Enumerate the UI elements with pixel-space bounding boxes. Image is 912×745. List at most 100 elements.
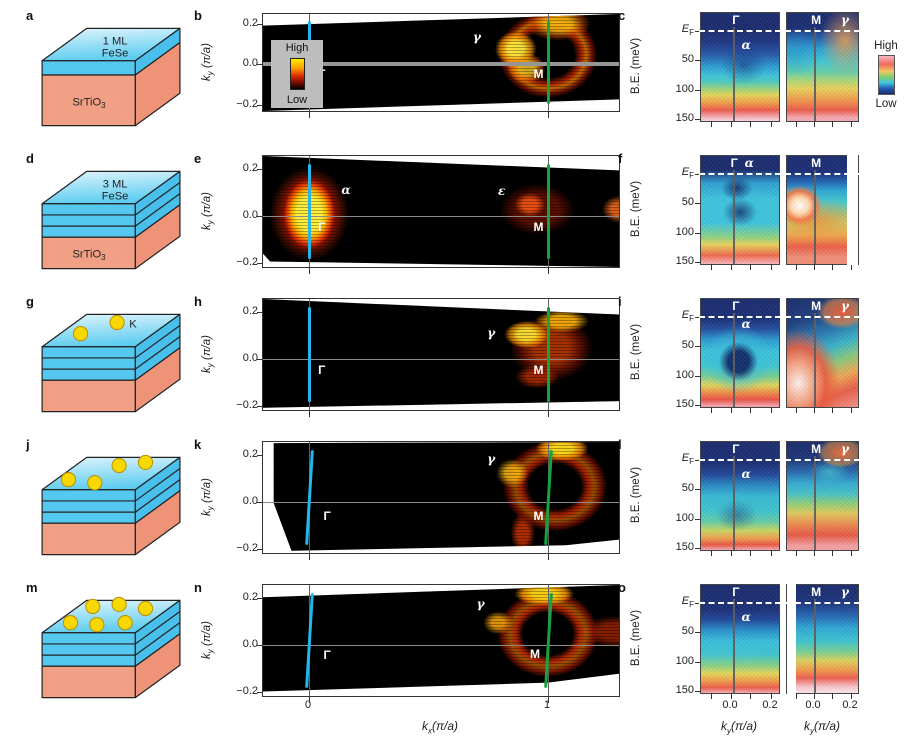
cut-left-x-tick-0: 0.0 <box>722 699 738 711</box>
colorbar-high-label: High <box>874 40 898 52</box>
gamma-pocket-label: γ <box>487 451 496 466</box>
gamma-point-label: Γ <box>318 220 326 235</box>
map-y-axis-label: ky (π/a) <box>200 335 216 373</box>
potassium-dots <box>60 454 154 491</box>
panel-letter-h: h <box>194 294 202 309</box>
substrate-label: SrTiO3 <box>73 96 107 110</box>
unmeasured-region <box>787 584 797 694</box>
ef-label: EF <box>681 166 694 181</box>
gamma-point-label: Γ <box>323 648 331 663</box>
energy-cut-gamma: Γ α <box>695 12 781 127</box>
panel-letter-f: f <box>618 151 623 166</box>
m-point-label: M <box>530 647 540 662</box>
be-ticks: EF 50 100 150 <box>675 452 694 553</box>
map-y-ticks: 0.2 0.0 −0.2 <box>236 16 258 111</box>
fermi-map-data <box>263 156 619 267</box>
ef-label: EF <box>681 23 694 38</box>
fermi-surface-map-k: Γ M γ <box>257 441 620 560</box>
jet-colorbar <box>877 55 895 95</box>
map-y-ticks: 0.2 0.0 −0.2 <box>236 448 258 554</box>
cut-right-x-tick-0: 0.0 <box>805 699 821 711</box>
film-label-line1: 1 ML <box>103 36 128 48</box>
gamma-cut-marker <box>308 306 312 403</box>
figure-row-2: d 3 ML FeSe SrTiO3 e ky (π/a) 0.2 0.0 −0… <box>0 151 912 294</box>
panel-letter-b: b <box>194 8 202 23</box>
energy-cut-m: M γ <box>785 441 860 556</box>
fermi-map-data <box>263 585 619 692</box>
ef-label: EF <box>681 452 694 467</box>
unmeasured-region <box>847 155 858 265</box>
be-axis-label: B.E. (meV) <box>630 323 642 381</box>
fermi-surface-map-b: Γ M γ High Low <box>257 13 620 118</box>
sample-schematic-1ml: 1 ML FeSe SrTiO3 <box>41 27 181 127</box>
panel-letter-k: k <box>194 437 202 452</box>
m-cut-marker <box>546 163 550 260</box>
alpha-band-label: α <box>741 37 751 52</box>
map-y-ticks: 0.2 0.0 −0.2 <box>236 591 258 697</box>
panel-letter-l: l <box>618 437 622 452</box>
energy-cut-gamma: Γ α <box>695 584 781 699</box>
m-point-label: M <box>533 220 544 235</box>
panel-letter-a: a <box>26 8 34 23</box>
cut-right-x-axis-label: ky(π/a) <box>803 719 841 736</box>
m-cut-marker <box>546 20 550 105</box>
fermi-level-line <box>699 30 781 33</box>
cut-right-x-tick-1: 0.2 <box>842 699 858 711</box>
energy-cut-m: M γ <box>785 12 860 127</box>
gamma-point-label: Γ <box>323 508 331 523</box>
map-y-ticks: 0.2 0.0 −0.2 <box>236 162 258 268</box>
be-ticks: EF 50 100 150 <box>675 595 694 696</box>
energy-cut-gamma: Γ α <box>695 155 781 270</box>
energy-cut-m: M <box>785 155 860 270</box>
potassium-dots <box>62 596 154 633</box>
cut-left-x-axis-label: ky(π/a) <box>720 719 758 736</box>
hot-colorbar <box>289 58 305 90</box>
gamma-pocket-label: γ <box>473 29 481 44</box>
be-ticks: EF 50 100 150 <box>675 309 694 410</box>
figure-row-4: j k ky (π/a) 0.2 0.0 −0.2 Γ M γ l <box>0 437 912 580</box>
potassium-label: K <box>129 319 137 331</box>
panel-letter-j: j <box>26 437 30 452</box>
m-point-label: M <box>533 363 544 378</box>
map-y-axis-label: ky (π/a) <box>200 43 216 81</box>
panel-letter-n: n <box>194 580 202 595</box>
m-point-label: M <box>533 67 544 82</box>
panel-letter-c: c <box>618 8 626 23</box>
substrate-label: SrTiO3 <box>73 248 107 262</box>
be-axis-label: B.E. (meV) <box>630 466 642 524</box>
energy-cut-m: M γ <box>785 298 860 413</box>
cut-left-x-tick-1: 0.2 <box>762 699 778 711</box>
m-point-label: M <box>533 508 544 523</box>
map-y-axis-label: ky (π/a) <box>200 192 216 230</box>
fermi-map-data <box>263 299 619 408</box>
map-x-tick-0: 0 <box>304 699 312 711</box>
map-x-tick-1: 1 <box>543 699 551 711</box>
panel-letter-m: m <box>26 580 38 595</box>
be-axis-label: B.E. (meV) <box>630 37 642 95</box>
cut-colorbar: High Low <box>866 40 906 110</box>
sample-schematic-k-dosed-1: K <box>41 313 181 413</box>
be-ticks: EF 50 100 150 <box>675 166 694 267</box>
map-y-ticks: 0.2 0.0 −0.2 <box>236 305 258 411</box>
sample-schematic-k-dosed-3 <box>41 596 181 699</box>
colorbar-low-label: Low <box>875 98 897 110</box>
colorbar-high-label: High <box>285 42 309 54</box>
be-ticks: EF 50 100 150 <box>675 23 694 124</box>
energy-cut-gamma: Γ α <box>695 298 781 413</box>
epsilon-pocket-label: ε <box>497 183 506 198</box>
alpha-pocket-label: α <box>341 182 351 197</box>
figure-row-3: g K h ky (π/a) 0.2 0.0 −0.2 Γ M γ i <box>0 294 912 437</box>
m-cut-marker <box>546 306 550 403</box>
map-x-axis-label: kx(π/a) <box>421 719 459 736</box>
film-label-line2: FeSe <box>102 48 129 60</box>
fermi-map-data <box>273 442 619 551</box>
ef-label: EF <box>681 309 694 324</box>
colorbar-low-label: Low <box>286 94 308 106</box>
energy-cut-gamma: Γ α <box>695 441 781 556</box>
energy-cut-m: M γ <box>785 584 860 699</box>
film-label-line2: FeSe <box>102 191 129 203</box>
film-label-line1: 3 ML <box>103 179 128 191</box>
map-colorbar-inset: High Low <box>271 40 323 108</box>
panel-letter-e: e <box>194 151 202 166</box>
